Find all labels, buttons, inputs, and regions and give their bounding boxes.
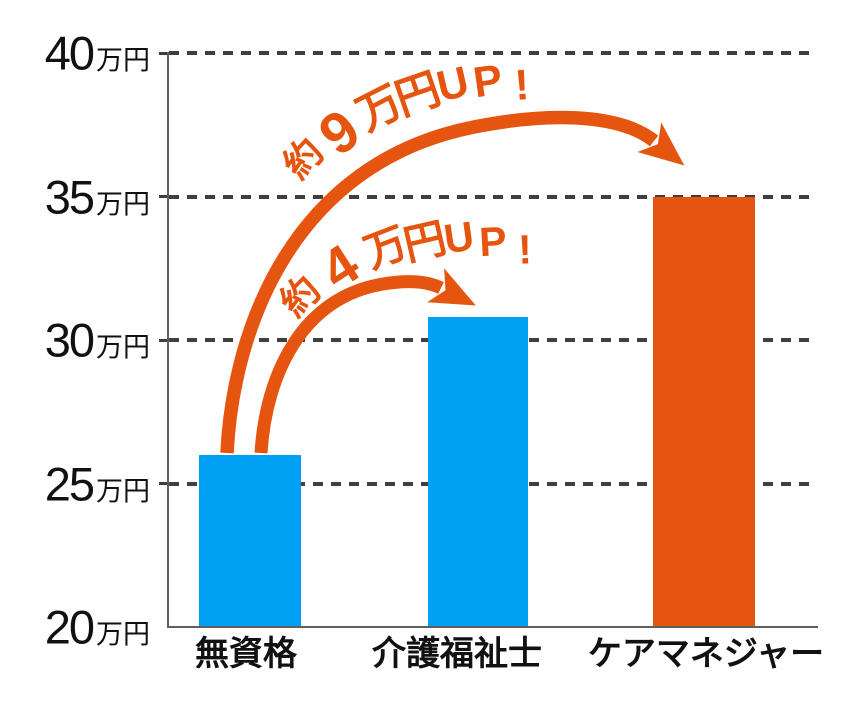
gridline-40	[169, 51, 816, 55]
gridline-35	[169, 194, 816, 199]
y-tick-unit: 万円	[96, 332, 150, 363]
y-tick-value: 35	[44, 170, 95, 223]
y-tick-value: 30	[44, 313, 95, 367]
y-axis-line	[167, 52, 169, 628]
y-axis-label: 20 万円	[0, 604, 150, 651]
y-tick-value: 25	[44, 457, 95, 510]
y-tick-value: 20	[44, 600, 95, 654]
x-axis-label-1: 無資格	[195, 635, 297, 673]
bar-3	[653, 196, 755, 626]
annotation-char: U	[441, 212, 477, 263]
y-tick-unit: 万円	[96, 45, 150, 76]
annotation-char: !	[517, 226, 533, 273]
arrow-9up	[220, 110, 685, 454]
y-tick-unit: 万円	[96, 476, 150, 506]
y-axis-label: 35 万円	[0, 173, 150, 220]
x-axis-line	[167, 626, 818, 628]
arrow-4up	[254, 268, 476, 454]
bar-1	[199, 454, 301, 626]
annotation-char: P	[470, 55, 506, 108]
y-axis-label: 40 万円	[0, 30, 150, 77]
y-tick-unit: 万円	[96, 619, 150, 650]
annotation-char: P	[478, 217, 508, 266]
bar-2	[428, 317, 528, 626]
annotation-char: !	[513, 61, 531, 110]
y-tick-unit: 万円	[96, 189, 150, 219]
x-axis-label-3: ケアマネジャー	[587, 635, 825, 673]
y-axis-label: 30 万円	[0, 317, 150, 364]
y-axis-label: 25 万円	[0, 460, 150, 507]
x-axis-label-2: 介護福祉士	[372, 635, 542, 673]
y-tick-value: 40	[44, 26, 95, 80]
